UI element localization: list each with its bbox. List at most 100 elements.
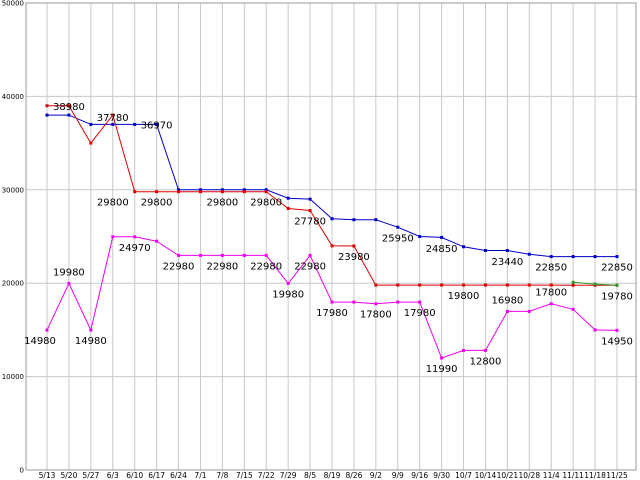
x-tick-label: 5/13	[39, 471, 56, 480]
data-label: 29800	[206, 198, 238, 209]
data-label: 22850	[601, 263, 633, 274]
data-label: 22980	[206, 261, 238, 272]
x-tick-label: 9/2	[370, 471, 382, 480]
series-point	[155, 122, 159, 126]
series-point	[527, 252, 531, 256]
series-point	[67, 281, 71, 285]
series-point	[483, 348, 487, 352]
series-point	[505, 283, 509, 287]
data-label: 29800	[97, 198, 129, 209]
data-label: 38980	[53, 102, 85, 113]
series-point	[396, 300, 400, 304]
x-tick-label: 8/19	[324, 471, 341, 480]
series-point	[67, 113, 71, 117]
series-point	[89, 141, 93, 145]
series-point	[242, 190, 246, 194]
x-tick-label: 7/1	[194, 471, 206, 480]
series-point	[242, 253, 246, 257]
data-label: 19980	[53, 267, 85, 278]
series-point	[352, 244, 356, 248]
x-tick-label: 11/11	[562, 471, 584, 480]
series-point	[615, 283, 619, 287]
series-point	[440, 283, 444, 287]
series-point	[571, 283, 575, 287]
series-point	[198, 190, 202, 194]
series-point	[418, 235, 422, 238]
x-tick-label: 8/26	[346, 471, 363, 480]
series-point	[615, 255, 619, 259]
y-tick-label: 30000	[2, 186, 24, 194]
x-tick-label: 11/4	[543, 471, 560, 480]
series-point	[45, 328, 49, 332]
data-label: 29800	[250, 198, 282, 209]
x-tick-label: 10/28	[518, 471, 540, 480]
series-point	[571, 307, 575, 311]
data-label: 22980	[294, 261, 326, 272]
data-label: 24970	[119, 243, 151, 254]
data-label: 23440	[491, 257, 523, 268]
data-label: 29800	[141, 198, 173, 209]
y-tick-label: 10000	[2, 373, 24, 381]
series-point	[352, 218, 356, 222]
series-point	[505, 249, 509, 253]
data-label: 25950	[382, 234, 414, 245]
data-label: 24850	[426, 244, 458, 255]
series-point	[527, 283, 531, 287]
series-point	[264, 188, 268, 192]
series-point	[45, 113, 49, 117]
data-label: 22980	[250, 261, 282, 272]
data-label: 36970	[141, 121, 173, 132]
series-point	[330, 300, 334, 304]
data-labels: 38980 37780 36970 29800 29800 29800 29800 27780…	[24, 102, 633, 375]
data-label: 22850	[535, 263, 567, 274]
series-layer	[45, 104, 619, 360]
data-label: 17980	[316, 308, 348, 319]
series-point	[220, 190, 224, 194]
series-point	[155, 190, 159, 194]
x-tick-label: 5/20	[61, 471, 78, 480]
series-point	[549, 283, 553, 287]
series-point	[308, 197, 312, 201]
series-point	[374, 302, 378, 306]
data-label: 19800	[448, 291, 480, 302]
y-tick-label: 0	[20, 467, 24, 475]
series-point	[220, 188, 224, 192]
series-point	[242, 188, 246, 192]
series-point	[111, 235, 115, 239]
series-point	[67, 104, 71, 108]
data-label: 22980	[163, 261, 195, 272]
series-point	[111, 122, 115, 126]
series-point	[308, 253, 312, 257]
series-point	[571, 280, 575, 284]
series-point	[440, 356, 444, 360]
series-point	[89, 328, 93, 332]
data-label: 37780	[97, 113, 129, 124]
data-label: 14980	[75, 336, 107, 347]
series-point	[593, 328, 597, 332]
x-tick-label: 6/24	[170, 471, 187, 480]
series-point	[462, 348, 466, 352]
series-point	[264, 190, 268, 194]
series-point	[198, 253, 202, 257]
x-tick-label: 9/30	[433, 471, 450, 480]
grid-lines	[26, 2, 636, 471]
y-tick-label: 40000	[2, 93, 24, 101]
y-axis-ticks: 0 10000 20000 30000 40000 50000	[2, 0, 24, 475]
data-label: 17800	[360, 310, 392, 321]
x-tick-label: 6/3	[107, 471, 119, 480]
x-tick-label: 7/8	[216, 471, 228, 480]
series-point	[505, 309, 509, 313]
series-point	[527, 309, 531, 313]
series-point	[593, 255, 597, 259]
data-label: 12800	[470, 356, 502, 367]
plot-frame	[25, 2, 637, 471]
x-tick-label: 10/21	[497, 471, 519, 480]
series-point	[133, 235, 137, 239]
y-tick-label: 50000	[2, 0, 24, 8]
x-tick-label: 11/25	[606, 471, 628, 480]
data-label: 19980	[272, 289, 304, 300]
x-tick-label: 10/7	[455, 471, 472, 480]
series-point	[418, 300, 422, 304]
data-label: 16980	[491, 295, 523, 306]
